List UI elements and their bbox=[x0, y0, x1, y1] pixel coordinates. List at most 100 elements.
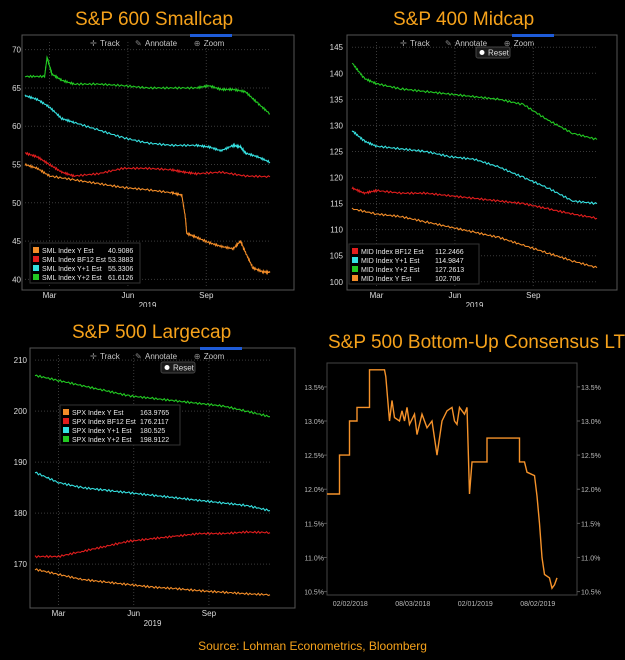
legend-value: 55.3306 bbox=[108, 266, 133, 273]
track-icon[interactable]: ✛ bbox=[400, 39, 407, 48]
legend-swatch bbox=[33, 265, 39, 271]
legend-swatch bbox=[352, 266, 358, 272]
series-line-y-2-est bbox=[351, 62, 598, 141]
legend-box bbox=[29, 242, 141, 284]
x-tick-label: Jun bbox=[448, 291, 461, 300]
annotate-icon[interactable]: ✎ bbox=[135, 352, 142, 361]
reset-icon bbox=[479, 50, 485, 55]
x-tick-label: Sep bbox=[202, 609, 217, 618]
chart-largecap: ✛ Track ✎ Annotate ⊕ Zoom Reset 170 180 190 200 210… bbox=[14, 347, 296, 627]
y-tick-label: 45 bbox=[12, 237, 21, 246]
track-button[interactable]: Track bbox=[410, 39, 431, 48]
legend-label: SML Index Y Est bbox=[42, 248, 94, 255]
legend-swatch bbox=[63, 427, 69, 433]
legend-swatch bbox=[63, 409, 69, 415]
y-tick-label-right: 12.5% bbox=[581, 453, 601, 460]
legend-value: 198.9122 bbox=[140, 437, 169, 444]
legend-value: 114.9847 bbox=[435, 258, 464, 265]
source-note: Source: Lohman Econometrics, Bloomberg bbox=[198, 639, 427, 653]
track-button[interactable]: Track bbox=[100, 39, 121, 48]
y-tick-label: 145 bbox=[330, 43, 344, 52]
legend-swatch bbox=[63, 418, 69, 424]
annotate-icon[interactable]: ✎ bbox=[135, 39, 142, 48]
track-button[interactable]: Track bbox=[100, 352, 121, 361]
series-line-y-est bbox=[351, 207, 598, 269]
legend-label: SPX Index Y+2 Est bbox=[72, 437, 132, 444]
legend-value: 112.2466 bbox=[435, 249, 464, 256]
x-tick-label: Mar bbox=[370, 291, 384, 300]
y-tick-label: 105 bbox=[330, 252, 344, 261]
track-icon[interactable]: ✛ bbox=[90, 352, 97, 361]
y-tick-label-left: 12.0% bbox=[305, 487, 324, 494]
annotate-button[interactable]: Annotate bbox=[455, 39, 488, 48]
legend-label: SML Index BF12 Est bbox=[42, 257, 106, 264]
legend-swatch bbox=[33, 247, 39, 253]
track-icon[interactable]: ✛ bbox=[90, 39, 97, 48]
legend-label: SPX Index Y Est bbox=[72, 410, 124, 417]
y-tick-label-left: 13.5% bbox=[305, 385, 324, 392]
y-tick-label: 40 bbox=[12, 275, 21, 284]
reset-button-box[interactable] bbox=[160, 361, 196, 374]
y-tick-label: 120 bbox=[330, 174, 344, 183]
legend-value: 61.6126 bbox=[108, 275, 133, 282]
y-tick-label: 170 bbox=[14, 560, 28, 569]
series-line-y-2-est bbox=[34, 374, 270, 418]
y-tick-label: 210 bbox=[14, 356, 28, 365]
series-line-bf12-est bbox=[351, 186, 598, 220]
series-line-y-est bbox=[34, 568, 271, 597]
x-tick-label: 08/02/2019 bbox=[520, 601, 555, 608]
zoom-icon[interactable]: ⊕ bbox=[194, 39, 201, 48]
legend-value: 40.9086 bbox=[108, 248, 133, 255]
chart-midcap: ✛ Track ✎ Annotate ⊕ Zoom Reset 100 105 110 115 120… bbox=[330, 34, 618, 307]
legend-swatch bbox=[352, 257, 358, 263]
series-line-y-1-est bbox=[351, 130, 598, 205]
annotate-button[interactable]: Annotate bbox=[145, 39, 178, 48]
panel-blue-tab bbox=[190, 34, 232, 37]
y-tick-label: 200 bbox=[14, 407, 28, 416]
annotate-icon[interactable]: ✎ bbox=[445, 39, 452, 48]
zoom-button[interactable]: Zoom bbox=[204, 352, 225, 361]
legend-swatch bbox=[33, 256, 39, 262]
y-tick-label: 65 bbox=[12, 84, 21, 93]
y-tick-label: 50 bbox=[12, 199, 21, 208]
title-ltg: S&P 500 Bottom-Up Consensus LTG bbox=[328, 332, 625, 353]
y-tick-label-left: 11.5% bbox=[305, 521, 324, 528]
x-tick-label: 08/03/2018 bbox=[395, 601, 430, 608]
x-year-label: 2019 bbox=[466, 301, 484, 307]
y-tick-label-right: 11.5% bbox=[581, 521, 600, 528]
legend-swatch bbox=[63, 436, 69, 442]
annotate-button[interactable]: Annotate bbox=[145, 352, 178, 361]
legend-value: 127.2613 bbox=[435, 267, 464, 274]
panel-blue-tab bbox=[200, 347, 242, 350]
zoom-icon[interactable]: ⊕ bbox=[194, 352, 201, 361]
title-largecap: S&P 500 Largecap bbox=[72, 322, 232, 343]
x-tick-label: Sep bbox=[526, 291, 541, 300]
reset-button[interactable]: Reset bbox=[173, 364, 195, 373]
x-tick-label: Jun bbox=[121, 291, 134, 300]
legend-label: SML Index Y+2 Est bbox=[42, 275, 102, 282]
zoom-button[interactable]: Zoom bbox=[514, 39, 535, 48]
reset-button[interactable]: Reset bbox=[488, 49, 510, 58]
plot-frame bbox=[326, 362, 578, 596]
legend-label: SML Index Y+1 Est bbox=[42, 266, 102, 273]
zoom-icon[interactable]: ⊕ bbox=[504, 39, 511, 48]
x-year-label: 2019 bbox=[144, 619, 162, 627]
x-tick-label: 02/01/2019 bbox=[458, 601, 493, 608]
title-midcap: S&P 400 Midcap bbox=[393, 9, 535, 30]
legend-swatch bbox=[33, 274, 39, 280]
legend-label: MID Index Y Est bbox=[361, 276, 411, 283]
y-tick-label: 125 bbox=[330, 147, 344, 156]
series-line-y-est bbox=[24, 162, 271, 276]
y-tick-label: 60 bbox=[12, 122, 21, 131]
zoom-button[interactable]: Zoom bbox=[204, 39, 225, 48]
y-tick-label: 115 bbox=[330, 200, 343, 209]
legend-value: 102.706 bbox=[435, 276, 460, 283]
legend-value: 163.9765 bbox=[140, 410, 169, 417]
panel-blue-tab bbox=[512, 34, 554, 37]
y-tick-label-left: 13.0% bbox=[305, 419, 324, 426]
legend-label: SPX Index BF12 Est bbox=[72, 419, 136, 426]
legend-label: SPX Index Y+1 Est bbox=[72, 428, 132, 435]
y-tick-label-right: 10.5% bbox=[581, 590, 601, 597]
legend-label: MID Index BF12 Est bbox=[361, 249, 424, 256]
